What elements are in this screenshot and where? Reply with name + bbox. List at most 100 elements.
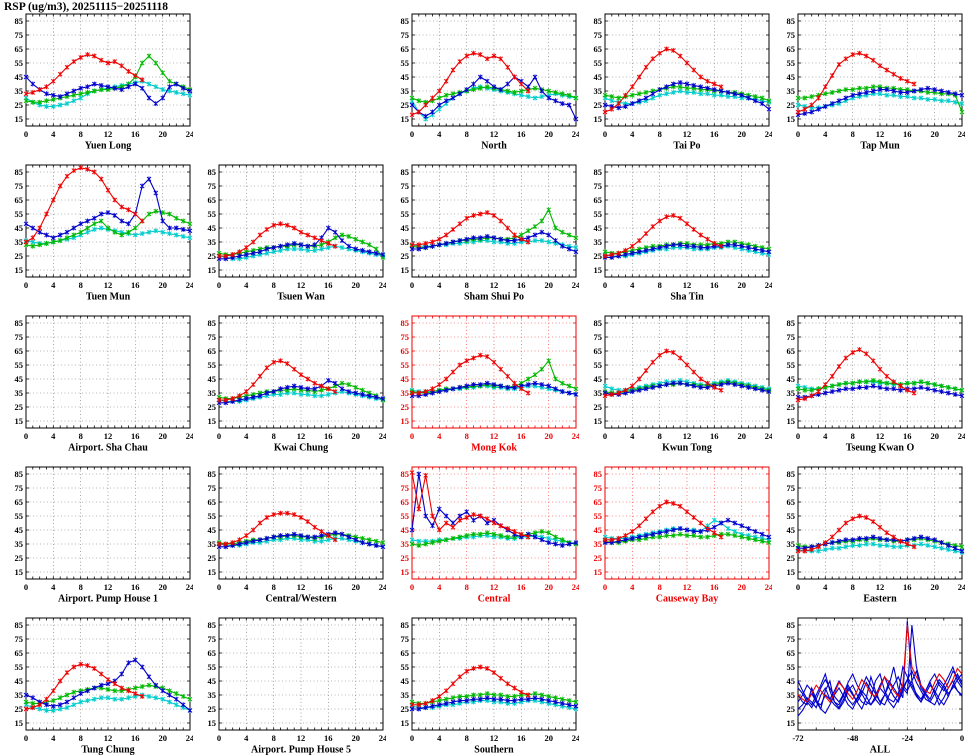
y-tick-label: 85 [15,469,24,479]
series-markers-red [602,46,724,115]
x-tick-label: 16 [324,582,333,592]
x-tick-label: 12 [104,280,113,290]
x-tick-label: 4 [823,582,828,592]
x-tick-label: 8 [272,733,276,743]
x-tick-label: 20 [158,582,167,592]
x-tick-label: 24 [765,280,772,290]
y-tick-label: 15 [401,567,410,577]
axis-ticks [25,14,191,126]
station-label: Tap Mun [860,141,900,152]
x-tick-label: 4 [51,733,56,743]
y-tick-label: 35 [15,539,24,549]
chart-tsuen-wan: 15 25 35 45 55 65 75 85 0 4 8 12 16 20 24 Tsuen Wan [208,164,386,303]
y-tick-label: 15 [15,718,24,728]
grid-lines [411,316,577,428]
x-tick-label: 0 [796,129,800,139]
y-tick-label: 65 [15,648,24,658]
x-tick-label: 20 [351,733,360,743]
y-tick-label: 35 [594,237,603,247]
y-tick-label: 85 [787,318,796,328]
y-tick-label: 85 [787,469,796,479]
series-line-red [604,350,722,397]
x-tick-label: 0 [796,431,800,441]
x-tick-label: 20 [158,431,167,441]
y-tick-label: 55 [208,662,217,672]
x-tick-label: 16 [324,431,333,441]
grid-lines [25,316,191,428]
y-tick-label: 75 [15,332,24,342]
x-tick-label: 20 [158,129,167,139]
y-tick-label: 65 [594,195,603,205]
x-tick-label: 12 [104,431,113,441]
y-tick-label: 85 [15,16,24,26]
x-tick-label: 0 [603,582,607,592]
station-label: Tsuen Wan [277,292,325,303]
x-tick-label: 0 [24,733,28,743]
y-tick-label: 55 [15,662,24,672]
x-tick-label: 8 [851,431,855,441]
y-tick-label: 55 [15,58,24,68]
x-tick-label: 16 [517,280,526,290]
y-tick-label: 75 [594,332,603,342]
x-tick-label: 8 [658,431,662,441]
x-tick-label: 16 [710,582,719,592]
y-tick-label: 85 [15,167,24,177]
series-markers-blue [602,80,772,112]
x-tick-label: 12 [104,733,113,743]
x-tick-label: 12 [297,582,306,592]
chart-central-western: 15 25 35 45 55 65 75 85 0 4 8 12 16 20 24 Central/Weste… [208,466,386,604]
axis-ticks [797,14,963,126]
y-tick-label: 55 [401,511,410,521]
y-tick-label: 85 [15,620,24,630]
y-tick-label: 75 [787,332,796,342]
y-tick-label: 25 [594,100,603,110]
x-tick-label: 24 [958,431,965,441]
x-tick-label: 12 [490,582,499,592]
x-tick-label: 0 [960,733,964,743]
x-tick-label: 4 [823,129,828,139]
y-tick-label: 75 [401,181,410,191]
chart-southern: 15 25 35 45 55 65 75 85 0 4 8 12 16 20 24 Southern [401,617,579,755]
axis-ticks [604,467,770,579]
station-label: Tseung Kwan O [846,443,915,454]
x-tick-label: 24 [572,431,579,441]
x-tick-label: 20 [351,431,360,441]
x-tick-label: 8 [465,129,469,139]
y-tick-label: 45 [15,525,24,535]
station-label: Kwai Chung [274,443,328,454]
x-tick-label: 12 [683,129,692,139]
x-tick-label: 12 [876,431,885,441]
x-tick-label: 4 [630,582,635,592]
axis-ticks [797,316,963,428]
x-tick-label: 24 [186,733,193,743]
y-tick-label: 75 [15,483,24,493]
chart-tseung-kwan-o: 15 25 35 45 55 65 75 85 0 4 8 12 16 20 24 Tseung Kwan O [787,315,965,454]
y-tick-label: 55 [787,58,796,68]
x-tick-label: 24 [379,733,386,743]
chart-mong-kok: 15 25 35 45 55 65 75 85 0 4 8 12 16 20 24 Mong Kok [401,315,579,453]
axis-ticks [218,165,384,277]
y-tick-label: 15 [15,265,24,275]
x-tick-label: 4 [630,129,635,139]
y-tick-label: 85 [401,167,410,177]
series-markers-red [23,165,145,245]
x-tick-label: 0 [217,431,221,441]
x-tick-label: 4 [437,582,442,592]
x-tick-label: 20 [737,431,746,441]
y-tick-label: 85 [594,167,603,177]
x-tick-label: 4 [630,431,635,441]
series-markers-red [602,499,724,543]
x-tick-label: 20 [930,431,939,441]
y-tick-label: 85 [787,16,796,26]
y-tick-label: 45 [401,525,410,535]
series-line-red [605,501,722,541]
series-markers-red [795,347,917,403]
x-tick-label: 12 [490,129,499,139]
y-tick-label: 65 [594,44,603,54]
y-tick-label: 55 [594,209,603,219]
series-line-red [411,472,529,538]
y-tick-label: 25 [208,402,217,412]
x-tick-label: 8 [658,129,662,139]
y-tick-label: 25 [787,553,796,563]
chart-tap-mun: 15 25 35 45 55 65 75 85 0 4 8 12 16 20 24 Tap Mun [787,13,965,152]
